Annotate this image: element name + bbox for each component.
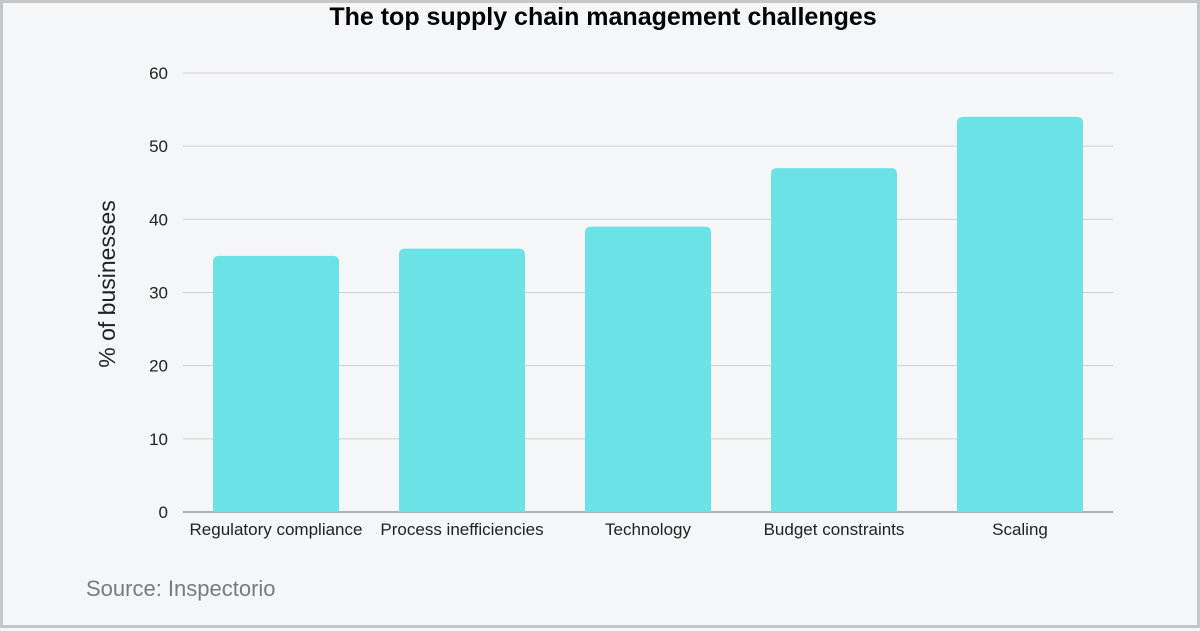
bar-scaling bbox=[957, 116, 1083, 513]
bar-chart: The top supply chain management challeng… bbox=[94, 3, 1113, 539]
x-tick-label: Regulatory compliance bbox=[190, 520, 363, 539]
y-tick-label: 30 bbox=[149, 284, 168, 303]
x-tick-label: Technology bbox=[605, 520, 692, 539]
y-tick-label: 50 bbox=[149, 137, 168, 156]
x-axis-ticks: Regulatory compliance Process inefficienc… bbox=[190, 520, 1048, 539]
y-tick-label: 20 bbox=[149, 357, 168, 376]
y-tick-label: 60 bbox=[149, 64, 168, 83]
y-axis-ticks: 0 10 20 30 40 50 60 bbox=[149, 64, 168, 522]
bar-process-inefficiencies bbox=[399, 248, 525, 512]
y-axis-label: % of businesses bbox=[94, 200, 120, 367]
x-tick-label: Process inefficiencies bbox=[380, 520, 543, 539]
bar-technology bbox=[585, 226, 711, 512]
bar-regulatory-compliance bbox=[213, 255, 339, 512]
y-tick-label: 10 bbox=[149, 430, 168, 449]
y-tick-label: 40 bbox=[149, 210, 168, 229]
x-tick-label: Scaling bbox=[992, 520, 1048, 539]
chart-title: The top supply chain management challeng… bbox=[329, 3, 876, 31]
y-tick-label: 0 bbox=[159, 503, 168, 522]
x-tick-label: Budget constraints bbox=[764, 520, 905, 539]
bars bbox=[213, 116, 1083, 513]
source-note: Source: Inspectorio bbox=[86, 576, 276, 601]
bar-budget-constraints bbox=[771, 168, 897, 512]
